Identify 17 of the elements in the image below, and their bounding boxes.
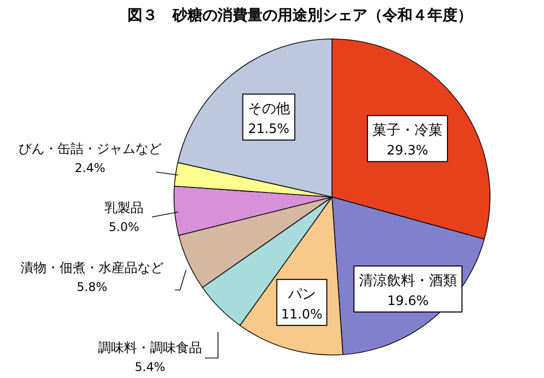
- slice-label: 漬物・佃煮・水産品など: [20, 260, 164, 276]
- slice-label: パン: [286, 286, 316, 302]
- slice-label: 調味料・調味食品: [98, 341, 202, 356]
- chart-title: 図３ 砂糖の消費量の用途別シェア（令和４年度）: [128, 6, 472, 24]
- data-label: 5.4%: [134, 360, 166, 374]
- data-label: 5.8%: [76, 280, 108, 294]
- data-label: 29.3%: [386, 144, 428, 159]
- slice-label: 清涼飲料・酒類: [358, 273, 457, 289]
- slice-label: 乳製品: [104, 201, 144, 216]
- data-label: 19.6%: [387, 294, 429, 309]
- slice-label: その他: [248, 101, 290, 118]
- data-label: 2.4%: [74, 161, 106, 175]
- slice-label: びん・缶詰・ジャムなど: [18, 142, 162, 157]
- data-label: 11.0%: [281, 307, 322, 322]
- data-label: 21.5%: [248, 122, 290, 138]
- slice-label: 菓子・冷菓: [372, 122, 442, 139]
- data-label: 5.0%: [108, 220, 140, 234]
